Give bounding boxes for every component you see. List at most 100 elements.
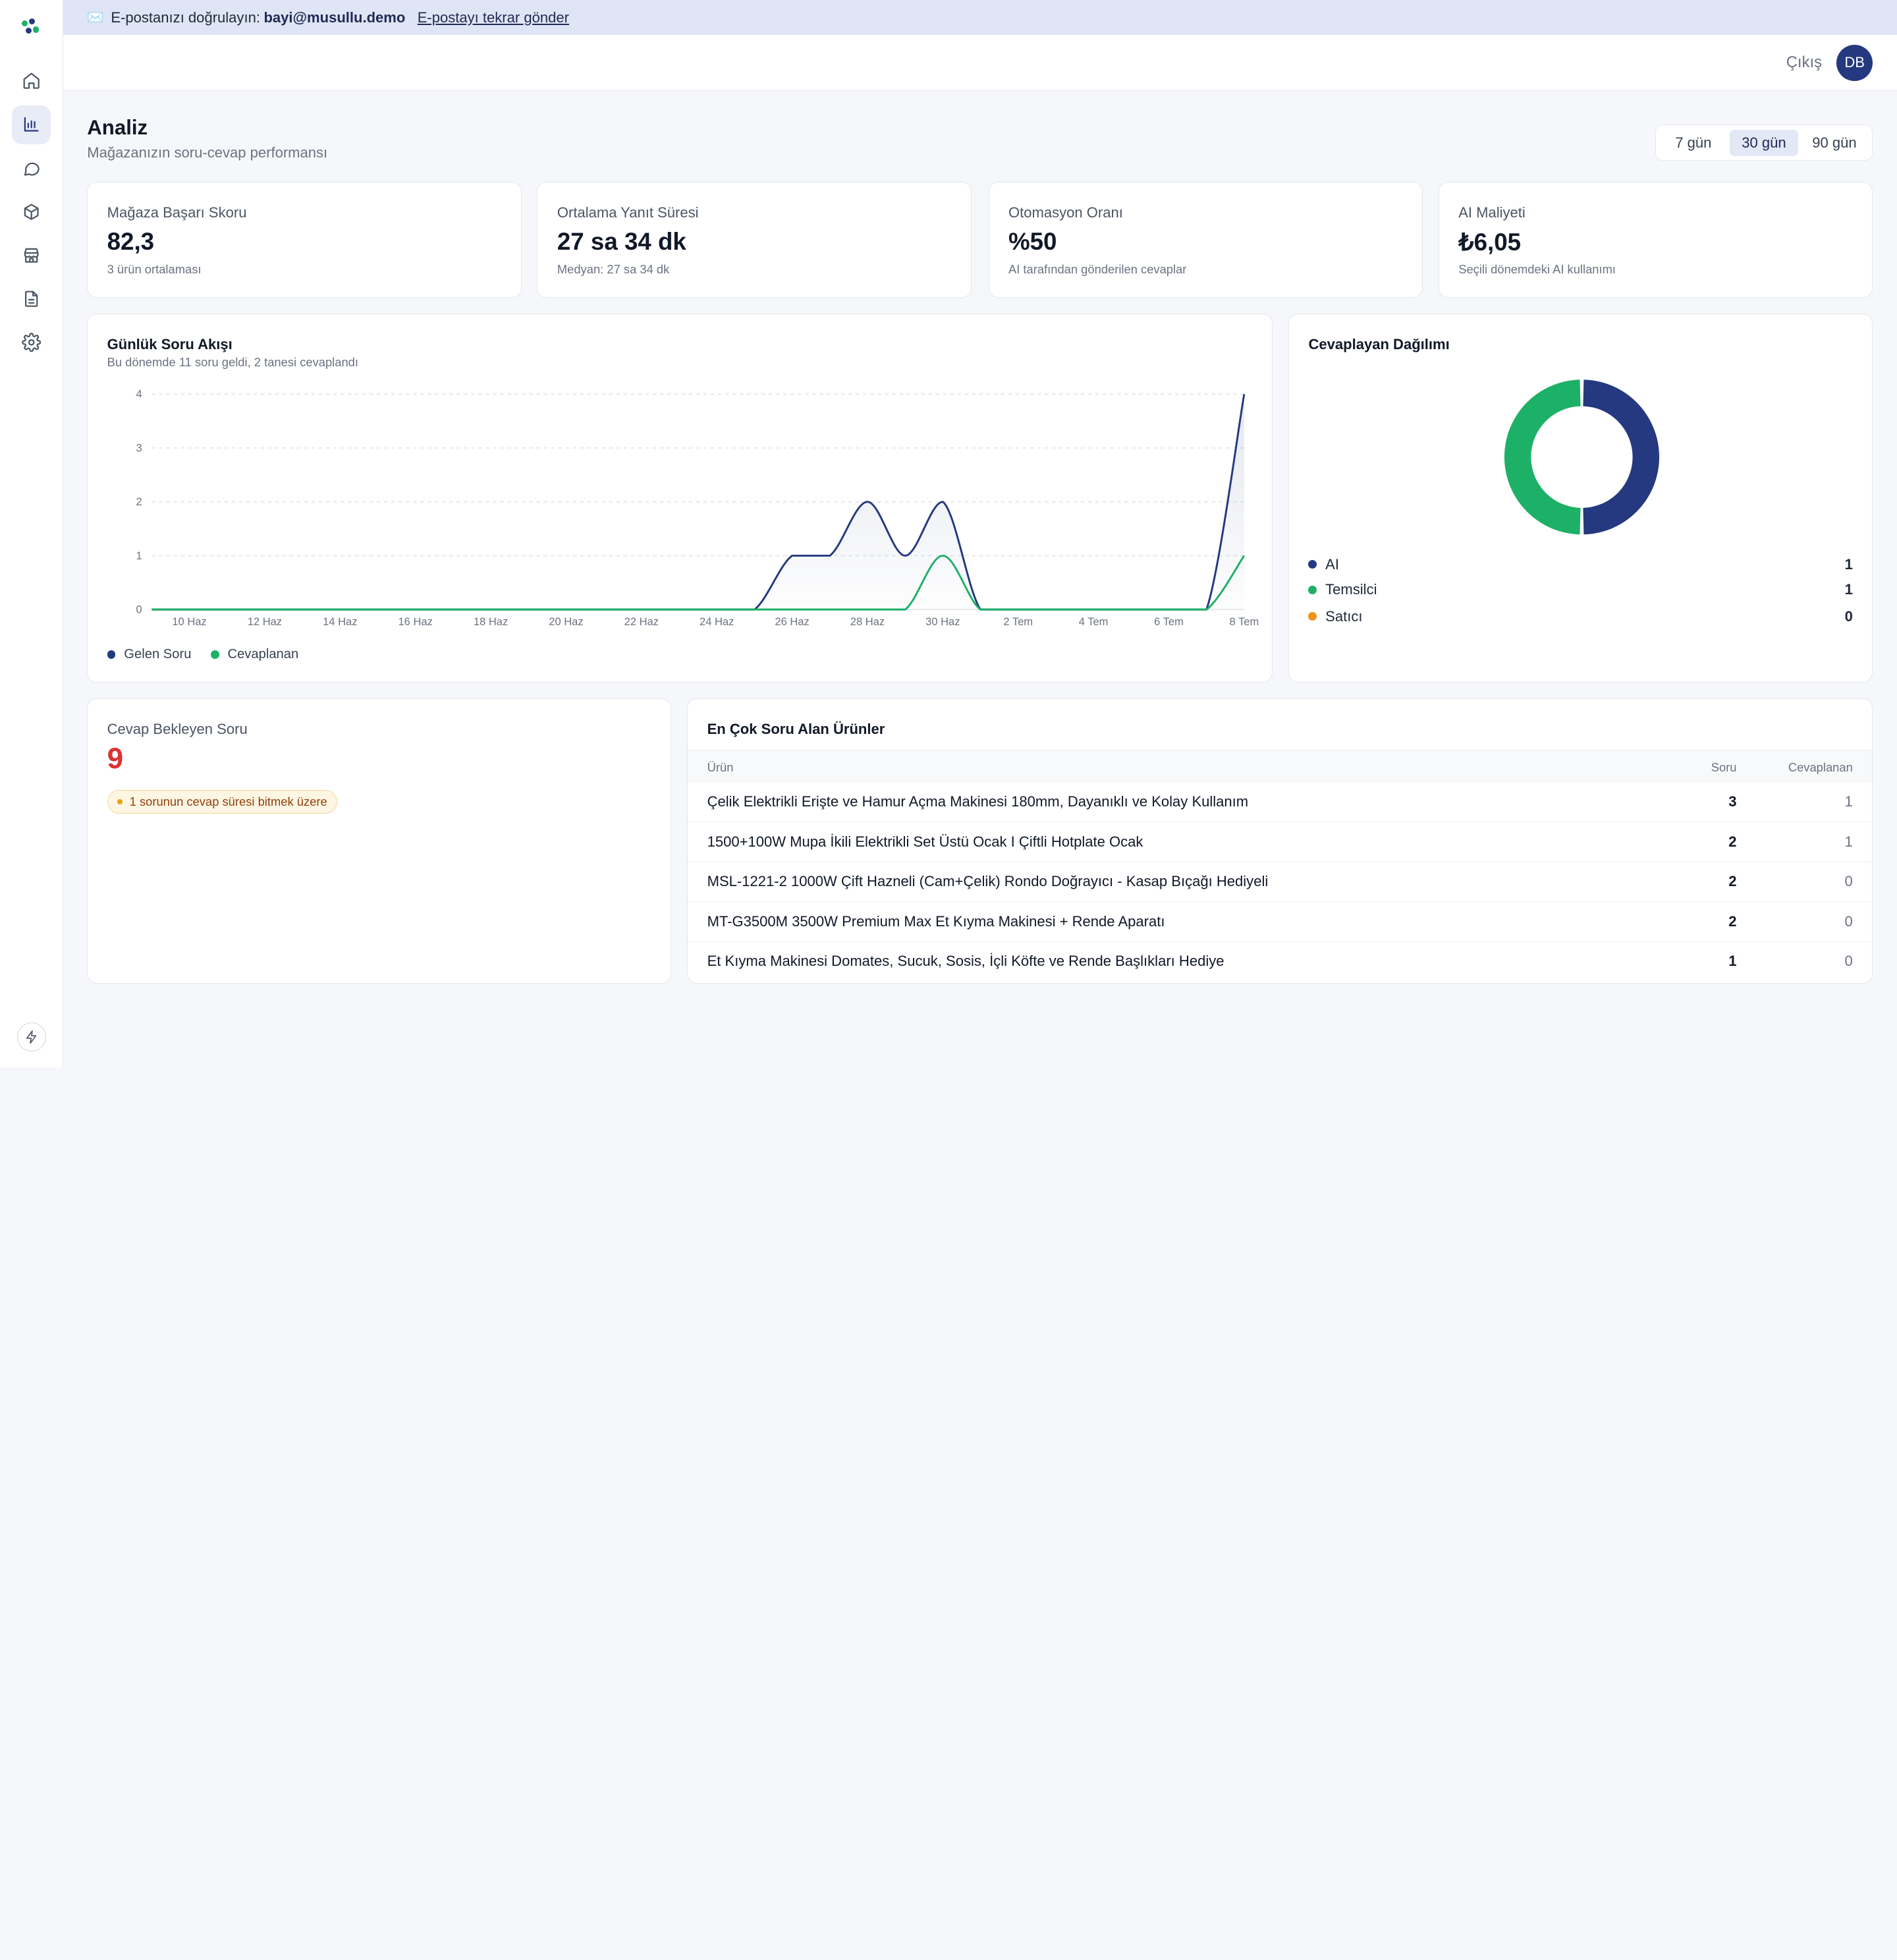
chart-title: Günlük Soru Akışı bbox=[107, 335, 233, 352]
kpi-label: AI Maliyeti bbox=[1458, 204, 1526, 221]
kpi-ai-cost: AI Maliyeti ₺6,05 Seçili dönemdeki AI ku… bbox=[1438, 181, 1873, 298]
x-tick-label: 20 Haz bbox=[549, 615, 584, 628]
page-title: Analiz bbox=[87, 116, 148, 140]
gear-icon bbox=[22, 333, 41, 352]
table-row[interactable]: MT-G3500M 3500W Premium Max Et Kıyma Mak… bbox=[688, 902, 1873, 942]
legend-swatch-answered bbox=[210, 650, 219, 659]
bolt-icon bbox=[26, 1030, 36, 1044]
x-tick-label: 14 Haz bbox=[323, 615, 357, 628]
sidebar-item-messages[interactable] bbox=[12, 149, 51, 188]
verify-email-banner: ✉️ E-postanızı doğrulayın: bayi@musullu.… bbox=[63, 0, 1897, 36]
page-subtitle: Mağazanızın soru-cevap performansı bbox=[87, 144, 328, 161]
x-tick-label: 2 Tem bbox=[1004, 615, 1033, 628]
kpi-value: %50 bbox=[1008, 228, 1057, 256]
pending-questions-card[interactable]: Cevap Bekleyen Soru 9 1 sorunun cevap sü… bbox=[87, 698, 672, 984]
date-range-selector: 7 gün 30 gün 90 gün bbox=[1655, 125, 1873, 161]
sidebar-item-analytics[interactable] bbox=[12, 105, 51, 144]
top-products-card: En Çok Soru Alan Ürünler Ürün Soru Cevap… bbox=[687, 698, 1873, 984]
product-name: 1500+100W Mupa İkili Elektrikli Set Üstü… bbox=[707, 833, 1143, 850]
y-tick-label: 4 bbox=[136, 387, 142, 400]
daily-flow-card: Günlük Soru Akışı Bu dönemde 11 soru gel… bbox=[87, 313, 1273, 683]
question-count: 2 bbox=[1728, 873, 1737, 890]
y-tick-label: 0 bbox=[136, 603, 142, 615]
answered-count: 0 bbox=[1844, 873, 1853, 890]
sidebar bbox=[0, 0, 63, 1067]
document-icon bbox=[25, 291, 38, 307]
logo-icon[interactable] bbox=[22, 18, 41, 38]
mail-icon: ✉️ bbox=[87, 11, 104, 26]
products-title: En Çok Soru Alan Ürünler bbox=[707, 720, 885, 737]
answered-count: 0 bbox=[1844, 953, 1853, 970]
kpi-success-score: Mağaza Başarı Skoru 82,3 3 ürün ortalama… bbox=[87, 181, 522, 298]
legend-label-incoming: Gelen Soru bbox=[124, 646, 192, 661]
store-icon bbox=[24, 248, 39, 263]
daily-flow-chart: 0 1 2 3 4 10 Haz 12 Haz 14 Haz 16 Haz 18 Haz 20 Ha… bbox=[136, 387, 1259, 628]
range-7-days[interactable]: 7 gün bbox=[1675, 134, 1712, 151]
table-row[interactable]: 1500+100W Mupa İkili Elektrikli Set Üstü… bbox=[688, 822, 1873, 862]
distribution-title: Cevaplayan Dağılımı bbox=[1308, 335, 1450, 352]
distribution-row-seller: Satıcı 0 bbox=[1308, 607, 1853, 626]
sidebar-item-reports[interactable] bbox=[12, 279, 51, 318]
y-tick-label: 3 bbox=[136, 441, 142, 454]
question-count: 2 bbox=[1728, 912, 1737, 930]
distribution-swatch bbox=[1308, 586, 1317, 594]
chart-legend: Gelen Soru Cevaplanan bbox=[107, 646, 299, 662]
table-row[interactable]: Et Kıyma Makinesi Domates, Sucuk, Sosis,… bbox=[688, 942, 1872, 982]
legend-label-answered: Cevaplanan bbox=[227, 646, 299, 661]
avatar[interactable]: DB bbox=[1836, 44, 1873, 82]
quick-action-button[interactable] bbox=[16, 1022, 46, 1052]
bar-chart-icon bbox=[24, 117, 39, 132]
resend-email-link[interactable]: E-postayı tekrar gönder bbox=[417, 9, 569, 26]
kpi-label: Otomasyon Oranı bbox=[1008, 204, 1123, 221]
sidebar-item-products[interactable] bbox=[12, 192, 51, 231]
distribution-row-ai: AI 1 bbox=[1308, 555, 1853, 574]
column-questions: Soru bbox=[1711, 760, 1737, 774]
distribution-swatch bbox=[1308, 560, 1317, 569]
range-90-days[interactable]: 90 gün bbox=[1812, 134, 1857, 151]
x-tick-label: 12 Haz bbox=[248, 615, 282, 628]
table-row[interactable]: Çelik Elektrikli Erişte ve Hamur Açma Ma… bbox=[688, 782, 1873, 823]
legend-swatch-incoming bbox=[107, 650, 116, 659]
sidebar-item-settings[interactable] bbox=[12, 323, 51, 362]
question-count: 1 bbox=[1728, 953, 1737, 970]
logout-button[interactable]: Çıkış bbox=[1786, 53, 1823, 71]
sidebar-item-home[interactable] bbox=[12, 62, 51, 101]
x-tick-label: 8 Tem bbox=[1230, 615, 1259, 628]
kpi-value: 82,3 bbox=[107, 228, 155, 256]
sidebar-item-store[interactable] bbox=[12, 236, 51, 275]
message-icon bbox=[24, 162, 40, 176]
x-tick-label: 18 Haz bbox=[474, 615, 508, 628]
distribution-row-agent: Temsilci 1 bbox=[1308, 580, 1853, 600]
x-tick-label: 22 Haz bbox=[624, 615, 659, 628]
donut-slice-agent bbox=[1504, 379, 1581, 534]
x-tick-label: 24 Haz bbox=[700, 615, 734, 628]
distribution-count: 0 bbox=[1844, 607, 1853, 625]
box-icon bbox=[24, 204, 39, 220]
banner-text: E-postanızı doğrulayın: bbox=[111, 9, 260, 26]
distribution-donut-chart bbox=[1504, 379, 1660, 534]
x-tick-label: 6 Tem bbox=[1154, 615, 1184, 628]
kpi-subtext: 3 ürün ortalaması bbox=[107, 262, 202, 276]
kpi-label: Ortalama Yanıt Süresi bbox=[557, 204, 699, 221]
warning-text: 1 sorunun cevap süresi bitmek üzere bbox=[129, 794, 327, 808]
answered-count: 1 bbox=[1844, 793, 1853, 810]
pending-count: 9 bbox=[107, 742, 124, 775]
x-tick-label: 26 Haz bbox=[775, 615, 810, 628]
distribution-label: Satıcı bbox=[1325, 607, 1363, 625]
table-row[interactable]: MSL-1221-2 1000W Çift Hazneli (Cam+Çelik… bbox=[688, 862, 1873, 903]
x-tick-label: 28 Haz bbox=[850, 615, 885, 628]
product-name: MT-G3500M 3500W Premium Max Et Kıyma Mak… bbox=[707, 912, 1165, 930]
x-tick-label: 30 Haz bbox=[925, 615, 960, 628]
x-tick-label: 4 Tem bbox=[1079, 615, 1109, 628]
kpi-label: Mağaza Başarı Skoru bbox=[107, 204, 247, 221]
distribution-count: 1 bbox=[1844, 555, 1853, 573]
product-name: MSL-1221-2 1000W Çift Hazneli (Cam+Çelik… bbox=[707, 873, 1269, 890]
column-answered: Cevaplanan bbox=[1788, 760, 1853, 774]
warning-dot-icon bbox=[117, 799, 123, 804]
pending-label: Cevap Bekleyen Soru bbox=[107, 720, 248, 737]
topbar: Çıkış DB bbox=[63, 35, 1897, 91]
y-tick-label: 2 bbox=[136, 495, 142, 508]
range-30-days[interactable]: 30 gün bbox=[1730, 129, 1798, 156]
product-name: Et Kıyma Makinesi Domates, Sucuk, Sosis,… bbox=[707, 953, 1224, 970]
y-tick-label: 1 bbox=[136, 549, 142, 562]
